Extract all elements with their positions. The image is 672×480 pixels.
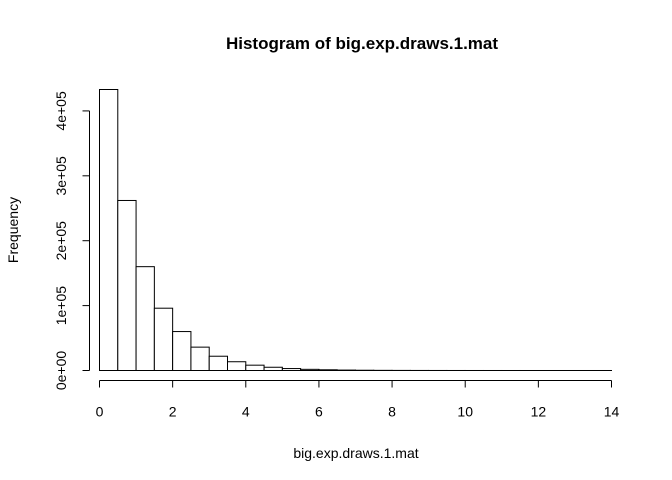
histogram-bar xyxy=(99,89,119,371)
histogram-bar xyxy=(153,307,174,371)
y-tick-label: 3e+05 xyxy=(53,156,69,196)
histogram-bar xyxy=(281,368,302,372)
chart-title: Histogram of big.exp.draws.1.mat xyxy=(226,34,498,53)
histogram-bar xyxy=(135,266,155,372)
x-tick-label: 6 xyxy=(315,404,323,420)
x-axis-title: big.exp.draws.1.mat xyxy=(293,445,418,461)
bars-layer xyxy=(99,89,613,372)
histogram-bar xyxy=(263,366,283,371)
y-tick-label: 0e+00 xyxy=(53,351,69,391)
y-axis: 0e+00 1e+05 2e+05 3e+05 4e+05 xyxy=(53,91,90,390)
x-tick-label: 8 xyxy=(388,404,396,420)
y-tick-label: 1e+05 xyxy=(53,286,69,326)
histogram-bar xyxy=(117,199,137,371)
y-tick-label: 4e+05 xyxy=(53,91,69,131)
x-axis: 0 2 4 6 8 10 12 14 xyxy=(96,380,620,420)
histogram-bar xyxy=(245,364,265,372)
histogram-bar xyxy=(318,369,338,371)
y-axis-title: Frequency xyxy=(5,197,21,263)
x-tick-label: 2 xyxy=(169,404,177,420)
x-tick-label: 12 xyxy=(531,404,547,420)
x-tick-label: 10 xyxy=(457,404,473,420)
histogram-bar xyxy=(208,355,228,372)
x-tick-label: 14 xyxy=(604,404,620,420)
x-tick-label: 4 xyxy=(242,404,250,420)
y-tick-label: 2e+05 xyxy=(53,221,69,261)
histogram-bar xyxy=(190,346,210,372)
histogram-bar xyxy=(172,331,192,371)
histogram-bar xyxy=(300,368,320,372)
x-tick-label: 0 xyxy=(96,404,104,420)
histogram-bar xyxy=(227,361,247,372)
